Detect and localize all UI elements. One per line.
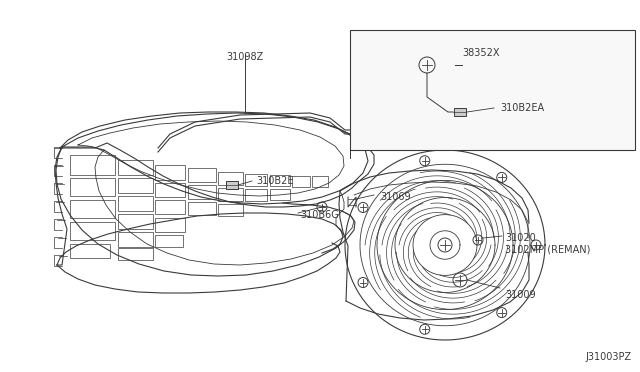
Bar bbox=[118, 214, 153, 229]
Bar bbox=[292, 176, 310, 187]
Text: 31069: 31069 bbox=[380, 192, 411, 202]
Bar bbox=[245, 189, 267, 201]
Bar bbox=[226, 181, 238, 189]
Bar bbox=[155, 235, 183, 247]
Bar bbox=[188, 185, 216, 199]
Bar bbox=[155, 218, 185, 232]
Bar bbox=[70, 244, 110, 258]
Bar bbox=[70, 178, 115, 196]
Text: 310B2EA: 310B2EA bbox=[500, 103, 544, 113]
Bar bbox=[218, 204, 243, 216]
Bar bbox=[245, 174, 267, 186]
Bar bbox=[118, 248, 153, 260]
Bar bbox=[118, 196, 153, 211]
Bar bbox=[312, 176, 328, 187]
Bar bbox=[70, 155, 115, 175]
Bar bbox=[350, 30, 635, 150]
Text: 31020: 31020 bbox=[505, 233, 536, 243]
Bar bbox=[118, 232, 153, 247]
Text: 31098Z: 31098Z bbox=[227, 52, 264, 62]
Bar bbox=[188, 168, 216, 182]
Text: 3102MP (REMAN): 3102MP (REMAN) bbox=[505, 244, 590, 254]
Bar bbox=[70, 200, 115, 218]
Bar bbox=[188, 202, 216, 215]
Text: 31009: 31009 bbox=[505, 290, 536, 300]
Text: 310B2E: 310B2E bbox=[256, 176, 294, 186]
Bar bbox=[155, 165, 185, 180]
Bar bbox=[218, 188, 243, 201]
Bar bbox=[70, 222, 115, 240]
Text: 38352X: 38352X bbox=[462, 48, 499, 58]
Bar bbox=[155, 183, 185, 197]
Bar bbox=[118, 160, 153, 175]
Bar bbox=[270, 189, 290, 200]
Text: J31003PZ: J31003PZ bbox=[586, 352, 632, 362]
Bar bbox=[270, 175, 290, 186]
Bar bbox=[218, 172, 243, 185]
Bar bbox=[454, 108, 466, 116]
Text: 310B6G: 310B6G bbox=[300, 210, 339, 220]
Bar bbox=[118, 178, 153, 193]
Bar bbox=[155, 200, 185, 214]
